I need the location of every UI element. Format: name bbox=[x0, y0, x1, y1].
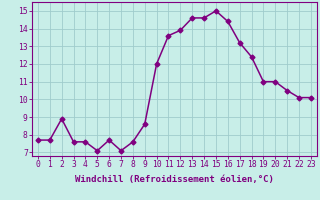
X-axis label: Windchill (Refroidissement éolien,°C): Windchill (Refroidissement éolien,°C) bbox=[75, 175, 274, 184]
